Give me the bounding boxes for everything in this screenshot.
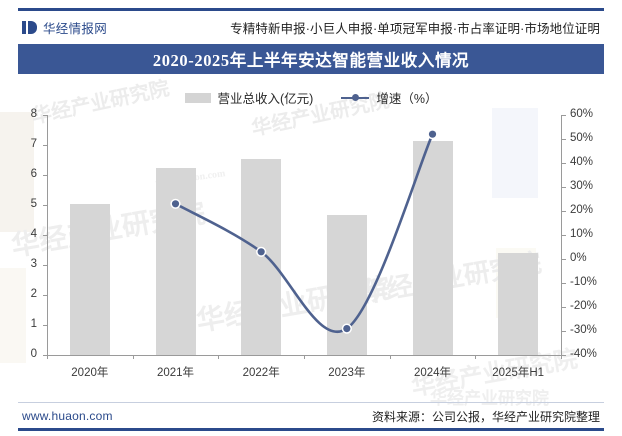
y-axis-right-label: 30% <box>570 180 594 192</box>
legend-bar-swatch-icon <box>184 92 211 103</box>
x-axis-tick <box>561 355 562 359</box>
y-axis-left-tick <box>43 355 47 356</box>
source-note: 资料来源：公司公报，华经产业研究院整理 <box>371 409 600 424</box>
x-axis-label: 2020年 <box>71 367 109 379</box>
y-axis-left <box>47 115 48 355</box>
x-axis-label: 2022年 <box>242 367 280 379</box>
growth-marker <box>171 200 180 208</box>
x-axis-tick <box>389 355 391 359</box>
y-axis-right-tick <box>562 259 566 260</box>
y-axis-right-tick <box>562 187 566 188</box>
y-axis-left-label: 8 <box>30 108 37 120</box>
x-axis-label: 2021年 <box>156 367 195 379</box>
y-axis-right-label: 50% <box>570 132 594 144</box>
y-axis-right-label: -30% <box>570 324 597 336</box>
y-axis-left-tick <box>43 145 47 146</box>
y-axis-right-tick <box>562 307 566 308</box>
y-axis-right <box>561 115 562 355</box>
legend-label-growth: 增速（%） <box>376 92 438 106</box>
top-divider <box>18 8 604 11</box>
y-axis-right-label: 40% <box>570 156 594 168</box>
y-axis-left-label: 6 <box>30 168 37 180</box>
y-axis-right-tick <box>562 355 566 356</box>
brand-name: 华经情报网 <box>43 21 108 36</box>
x-axis-label: 2023年 <box>328 367 366 379</box>
y-axis-right-tick <box>562 235 566 236</box>
y-axis-right-tick <box>562 115 566 116</box>
y-axis-left-tick <box>43 115 47 116</box>
y-axis-left-tick <box>43 205 47 206</box>
legend-label-revenue: 营业总收入(亿元) <box>217 92 314 106</box>
brand: 华经情报网 <box>22 18 107 37</box>
y-axis-left-label: 7 <box>30 138 37 150</box>
y-axis-left-label: 0 <box>30 348 37 360</box>
site-url[interactable]: www.huaon.com <box>22 409 113 423</box>
legend-item-revenue: 营业总收入(亿元) <box>184 88 314 107</box>
bar-2024年 <box>412 141 453 355</box>
book-logo-icon <box>22 20 37 34</box>
y-axis-right-label: 20% <box>570 204 594 216</box>
page-title: 2020-2025年上半年安达智能营业收入情况 <box>152 51 470 70</box>
growth-marker <box>428 130 437 138</box>
bottom-divider <box>18 428 604 431</box>
y-axis-right-tick <box>562 331 566 332</box>
y-axis-right-tick <box>562 163 566 164</box>
y-axis-right-label: 60% <box>570 108 594 120</box>
y-axis-left-tick <box>43 265 47 266</box>
y-axis-left-tick <box>43 295 47 296</box>
y-axis-left-tick <box>43 325 47 326</box>
legend-line-swatch-icon <box>341 92 370 104</box>
page-footer: www.huaon.com 资料来源：公司公报，华经产业研究院整理 <box>0 404 622 428</box>
y-axis-right-tick <box>562 283 566 284</box>
y-axis-left-tick <box>43 235 47 236</box>
growth-marker <box>343 325 351 333</box>
y-axis-right-tick <box>562 211 566 212</box>
bar-2025年H1 <box>498 253 539 355</box>
y-axis-left-tick <box>43 175 47 176</box>
x-axis-label: 2024年 <box>413 367 452 379</box>
y-axis-right-label: -20% <box>570 300 597 312</box>
y-axis-left-label: 5 <box>30 198 37 210</box>
x-axis-tick <box>475 355 477 359</box>
y-axis-left-label: 1 <box>30 318 37 330</box>
y-axis-right-label: 0% <box>570 252 587 264</box>
x-axis-tick <box>132 355 134 359</box>
y-axis-right-tick <box>562 139 566 140</box>
growth-line-layer <box>170 129 438 334</box>
chart-title-banner: 2020-2025年上半年安达智能营业收入情况 <box>18 44 604 74</box>
chart-container: 华经产业研究院 华经产业研究院 华经产业研究院 华经产业研究院 华经产业研究院 … <box>0 78 622 401</box>
x-axis-tick <box>304 355 305 359</box>
growth-marker <box>257 248 265 256</box>
chart-legend: 营业总收入(亿元) 增速（%） <box>0 88 622 107</box>
plot-area: 0 1 2 3 4 5 6 7 8 -40% -30% -20% -10% 0% 10% 20% 30% 40% 5… <box>0 78 622 390</box>
x-axis-label: 2025年H1 <box>492 367 545 379</box>
header-tagline: 专精特新申报·小巨人申报·单项冠军申报·市占率证明·市场地位证明 <box>230 21 600 36</box>
y-axis-right-label: 10% <box>570 228 594 240</box>
bar-2020年 <box>69 203 110 355</box>
y-axis-right-label: -10% <box>570 276 597 288</box>
x-axis-tick <box>218 355 220 359</box>
y-axis-left-label: 2 <box>30 288 37 300</box>
y-axis-left-label: 3 <box>30 258 37 270</box>
page-header: 华经情报网 专精特新申报·小巨人申报·单项冠军申报·市占率证明·市场地位证明 <box>0 14 622 40</box>
footer-divider <box>18 402 604 403</box>
bar-2022年 <box>241 159 282 355</box>
legend-item-growth: 增速（%） <box>341 88 437 107</box>
x-axis-tick <box>47 355 48 359</box>
y-axis-right-label: -40% <box>570 348 597 360</box>
growth-line <box>174 132 434 333</box>
y-axis-left-label: 4 <box>30 228 37 240</box>
